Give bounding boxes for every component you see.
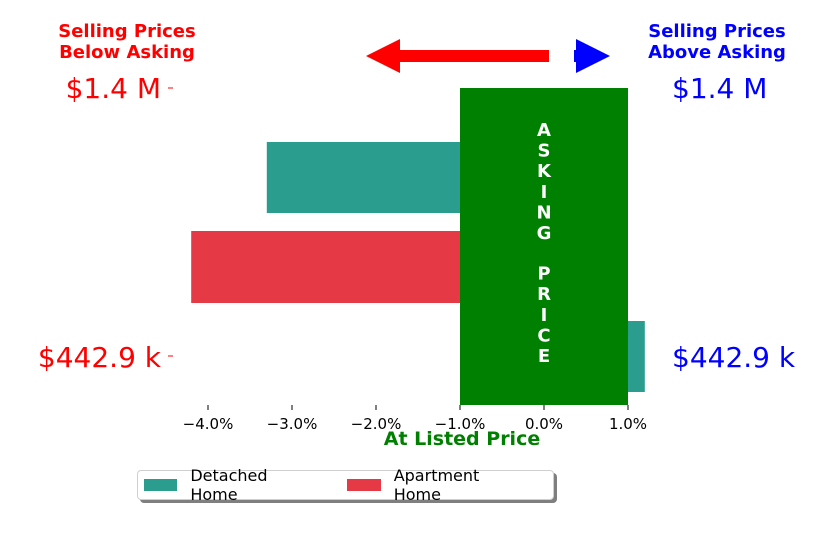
legend-swatch-detached <box>144 479 178 491</box>
arrow-left-shaft <box>398 50 549 62</box>
x-tick-label-5: 1.0% <box>609 415 647 433</box>
x-tick-label-0: −4.0% <box>183 415 234 433</box>
price-label-bottom-right: $442.9 k <box>672 341 796 374</box>
x-tick-label-3: −1.0% <box>435 415 486 433</box>
asking-letter-0: A <box>537 120 551 141</box>
legend-label-apartment: Apartment Home <box>393 466 480 504</box>
legend: Detached Home Apartment Home <box>137 466 554 504</box>
asking-letter-2: K <box>537 161 552 182</box>
x-tick-label-1: −3.0% <box>267 415 318 433</box>
legend-item-detached: Detached Home <box>144 466 317 504</box>
arrow-left-icon <box>366 39 400 73</box>
header-below-line1: Selling Prices <box>58 21 196 42</box>
header-above-line2: Above Asking <box>648 42 786 63</box>
asking-letter-11: E <box>538 346 550 367</box>
arrow-right-icon <box>576 39 610 73</box>
asking-price-band <box>460 88 628 405</box>
asking-letter-4: N <box>536 202 551 223</box>
x-axis-label: At Listed Price <box>384 428 540 450</box>
legend-label-detached: Detached Home <box>190 466 268 504</box>
price-label-top-left: $1.4 M <box>65 72 161 105</box>
asking-letter-8: R <box>537 284 551 305</box>
header-above-asking: Selling Prices Above Asking <box>627 21 807 63</box>
asking-letter-10: C <box>537 325 550 346</box>
legend-swatch-apartment <box>347 479 381 491</box>
asking-letter-1: S <box>538 141 551 162</box>
x-tick-label-4: 0.0% <box>525 415 563 433</box>
price-label-bottom-left: $442.9 k <box>37 341 161 374</box>
header-above-line1: Selling Prices <box>648 21 786 42</box>
asking-letter-7: P <box>537 264 550 285</box>
header-below-line2: Below Asking <box>59 42 195 63</box>
asking-letter-5: G <box>537 223 552 244</box>
asking-letter-3: I <box>541 182 548 203</box>
price-label-top-right: $1.4 M <box>672 72 768 105</box>
legend-item-apartment: Apartment Home <box>347 466 529 504</box>
x-tick-label-2: −2.0% <box>351 415 402 433</box>
header-below-asking: Selling Prices Below Asking <box>37 21 217 63</box>
asking-letter-9: I <box>541 305 548 326</box>
